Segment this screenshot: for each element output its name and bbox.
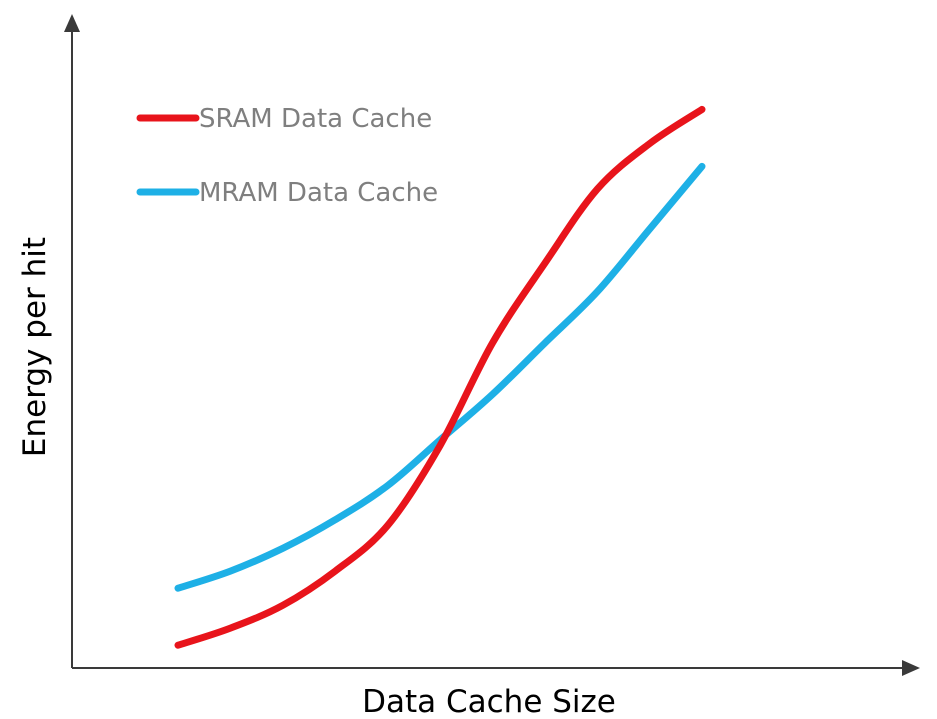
axes xyxy=(64,14,920,676)
series-layer xyxy=(174,105,706,649)
legend-label-sram-data-cache: SRAM Data Cache xyxy=(199,104,432,134)
y-axis-arrow xyxy=(64,14,80,32)
y-axis-label: Energy per hit xyxy=(17,237,53,457)
legend: SRAM Data Cache MRAM Data Cache xyxy=(136,104,438,208)
legend-label-mram-data-cache: MRAM Data Cache xyxy=(199,178,438,208)
x-axis-arrow xyxy=(902,660,920,676)
series-line-sram-data-cache xyxy=(174,105,706,649)
x-axis-label: Data Cache Size xyxy=(362,684,616,719)
series-line-mram-data-cache xyxy=(174,162,706,592)
